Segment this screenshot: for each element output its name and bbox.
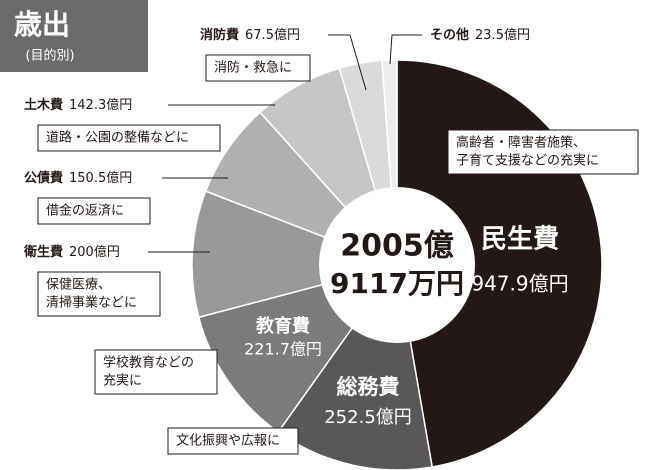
segment-label: その他 23.5億円 [430, 27, 530, 43]
value-label: 150.5億円 [69, 170, 132, 186]
value-label: 947.9億円 [471, 272, 568, 296]
note-box [167, 427, 299, 455]
value-label: 200億円 [69, 244, 120, 260]
note-text: 子育て支援などの充実に [456, 153, 599, 169]
note-text: 充実に [103, 373, 142, 389]
center-hole [319, 187, 475, 343]
segment-name: 民生費 [481, 225, 559, 255]
note-text: 高齢者・障害者施策、 [456, 135, 586, 151]
segment-name: 教育費 [256, 315, 310, 337]
segment-label: 消防費 67.5億円 [200, 27, 300, 43]
chart-title: 歳出 [14, 8, 70, 41]
note-text: 借金の返済に [46, 203, 124, 219]
title-box [0, 0, 148, 72]
note-box [37, 197, 151, 225]
leader-line [328, 34, 367, 91]
note-box [447, 129, 639, 175]
value-label: 23.5億円 [475, 27, 530, 43]
segment-name: 公債費 [24, 170, 63, 186]
note-box [37, 124, 221, 152]
value-label: 252.5億円 [324, 407, 412, 428]
chart-subtitle: (目的別) [25, 48, 74, 64]
note-box [94, 349, 218, 395]
value-label: 67.5億円 [245, 27, 300, 43]
leader-line [389, 34, 422, 65]
segment-label: 土木費 142.3億円 [24, 97, 132, 113]
note-text: 保健医療、 [46, 278, 111, 293]
note-text: 学校教育などの [103, 355, 194, 371]
segment-name: 衛生費 [23, 244, 63, 260]
segment-name: 土木費 [24, 97, 63, 113]
note-box [205, 54, 311, 82]
note-text: 文化振興や広報に [176, 434, 280, 449]
center-label: 2005億 [340, 229, 454, 264]
note-text: 消防・救急に [214, 60, 292, 76]
donut-segment [191, 190, 400, 319]
segment-label: 公債費 150.5億円 [24, 170, 132, 186]
value-label: 221.7億円 [244, 340, 322, 359]
center-label: 9117万円 [330, 267, 464, 300]
segment-name: 総務費 [337, 375, 400, 399]
segment-name: その他 [430, 27, 469, 43]
note-box [37, 271, 161, 317]
note-text: 道路・公園の整備などに [46, 130, 189, 146]
note-text: 清掃事業などに [46, 295, 137, 311]
value-label: 142.3億円 [69, 97, 132, 113]
segment-name: 消防費 [200, 27, 239, 43]
segment-label: 衛生費 200億円 [23, 244, 120, 260]
